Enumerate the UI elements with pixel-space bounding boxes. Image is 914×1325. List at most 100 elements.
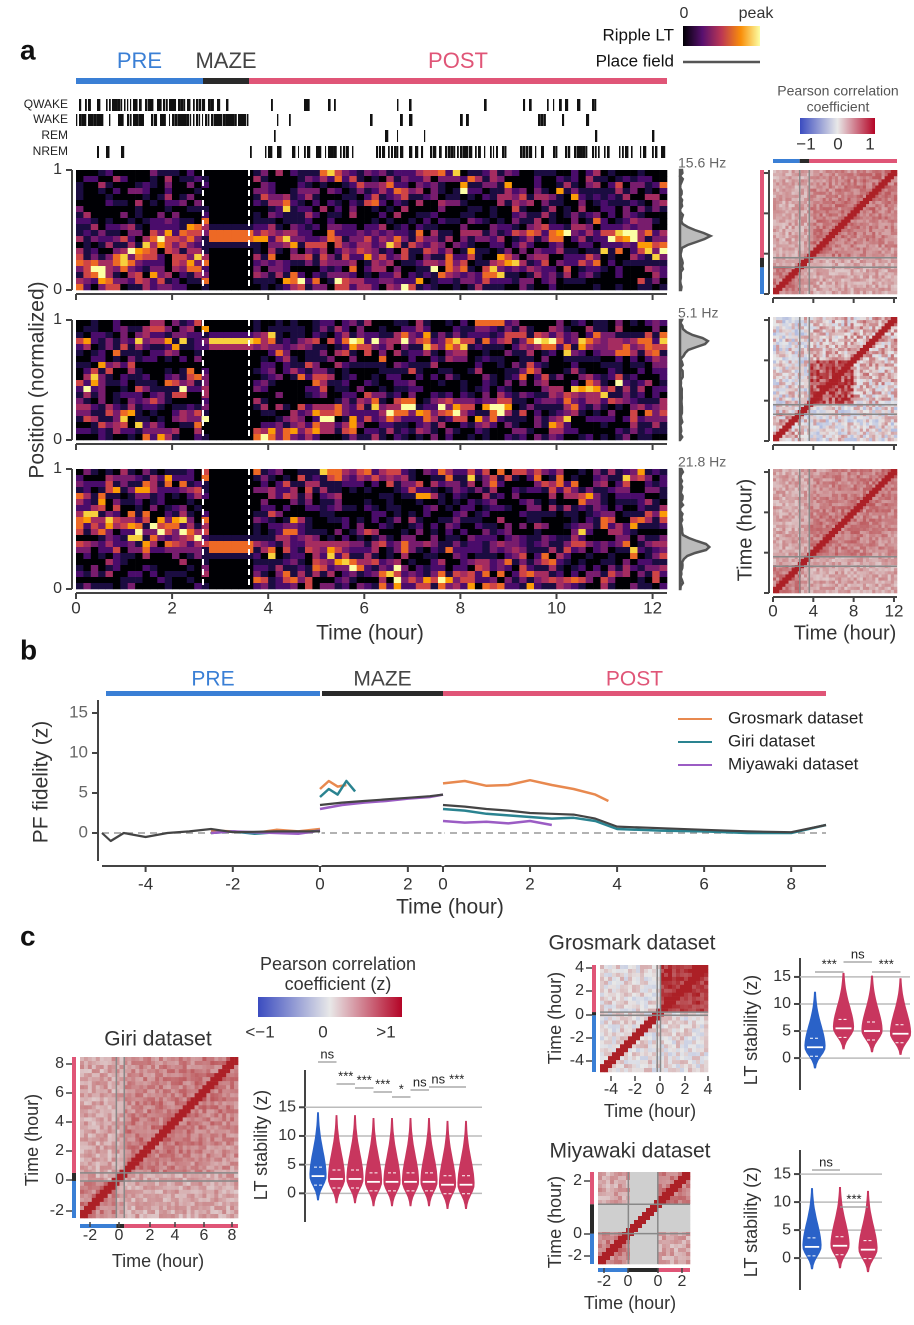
heatmap-cell bbox=[327, 535, 335, 541]
heatmap-cell bbox=[312, 212, 320, 218]
heatmap-cell bbox=[91, 368, 99, 374]
heatmap-cell bbox=[172, 529, 180, 535]
heatmap-cell bbox=[290, 481, 298, 487]
state-tick bbox=[652, 130, 654, 142]
heatmap-cell bbox=[357, 260, 365, 266]
heatmap-cell bbox=[379, 541, 387, 547]
heatmap-cell bbox=[608, 392, 616, 398]
heatmap-cell bbox=[593, 170, 601, 176]
heatmap-cell bbox=[76, 553, 84, 559]
heatmap-cell bbox=[364, 206, 372, 212]
heatmap-cell bbox=[91, 517, 99, 523]
heatmap-cell bbox=[239, 272, 247, 278]
state-tick bbox=[394, 146, 397, 158]
heatmap-cell bbox=[342, 188, 350, 194]
heatmap-cell bbox=[194, 404, 202, 410]
heatmap-cell bbox=[490, 260, 498, 266]
heatmap-cell bbox=[187, 475, 195, 481]
heatmap-cell bbox=[320, 571, 328, 577]
heatmap-cell bbox=[106, 559, 114, 565]
heatmap-cell bbox=[327, 422, 335, 428]
state-tick bbox=[343, 146, 345, 158]
state-tick bbox=[172, 99, 175, 111]
heatmap-cell bbox=[527, 236, 535, 242]
heatmap-cell bbox=[209, 571, 217, 577]
heatmap-cell bbox=[268, 410, 276, 416]
heatmap-cell bbox=[431, 338, 439, 344]
heatmap-cell bbox=[497, 362, 505, 368]
heatmap-cell bbox=[253, 529, 261, 535]
heatmap-cell bbox=[327, 541, 335, 547]
heatmap-cell bbox=[468, 535, 476, 541]
heatmap-cell bbox=[231, 434, 239, 440]
heatmap-cell bbox=[571, 212, 579, 218]
state-tick bbox=[172, 114, 175, 126]
heatmap-cell bbox=[98, 338, 106, 344]
heatmap-cell bbox=[349, 499, 357, 505]
heatmap-cell bbox=[91, 499, 99, 505]
heatmap-cell bbox=[150, 511, 158, 517]
heatmap-cell bbox=[83, 511, 91, 517]
heatmap-cell bbox=[253, 176, 261, 182]
heatmap-cell bbox=[253, 170, 261, 176]
heatmap-cell bbox=[312, 416, 320, 422]
heatmap-cell bbox=[394, 224, 402, 230]
heatmap-cell bbox=[623, 505, 631, 511]
heatmap-cell bbox=[98, 374, 106, 380]
heatmap-cell bbox=[445, 254, 453, 260]
heatmap-cell bbox=[534, 338, 542, 344]
heatmap-cell bbox=[194, 188, 202, 194]
heatmap-cell bbox=[342, 194, 350, 200]
heatmap-cell bbox=[482, 469, 490, 475]
heatmap-cell bbox=[564, 326, 572, 332]
state-tick bbox=[439, 146, 442, 158]
heatmap-cell bbox=[379, 344, 387, 350]
heatmap-cell bbox=[120, 428, 128, 434]
state-tick bbox=[268, 146, 271, 158]
heatmap-cell bbox=[106, 487, 114, 493]
heatmap-cell bbox=[505, 523, 513, 529]
heatmap-cell bbox=[91, 583, 99, 589]
state-tick bbox=[385, 130, 388, 142]
heatmap-cell bbox=[120, 236, 128, 242]
heatmap-cell bbox=[608, 386, 616, 392]
heatmap-cell bbox=[564, 517, 572, 523]
state-tick bbox=[163, 99, 165, 111]
heatmap-cell bbox=[372, 200, 380, 206]
heatmap-cell bbox=[408, 523, 416, 529]
heatmap-cell bbox=[327, 200, 335, 206]
heatmap-cell bbox=[216, 176, 224, 182]
heatmap-cell bbox=[638, 338, 646, 344]
heatmap-cell bbox=[652, 398, 660, 404]
heatmap-cell bbox=[416, 356, 424, 362]
heatmap-cell bbox=[83, 398, 91, 404]
heatmap-cell bbox=[438, 416, 446, 422]
heatmap-cell bbox=[298, 224, 306, 230]
heatmap-cell bbox=[194, 541, 202, 547]
heatmap-cell bbox=[423, 487, 431, 493]
heatmap-cell bbox=[83, 559, 91, 565]
heatmap-cell bbox=[578, 350, 586, 356]
heatmap-cell bbox=[276, 248, 284, 254]
heatmap-cell bbox=[276, 428, 284, 434]
heatmap-cell bbox=[312, 380, 320, 386]
heatmap-cell bbox=[261, 206, 269, 212]
heatmap-cell bbox=[379, 224, 387, 230]
heatmap-cell bbox=[268, 499, 276, 505]
heatmap-cell bbox=[519, 374, 527, 380]
heatmap-cell bbox=[379, 499, 387, 505]
heatmap-cell bbox=[652, 416, 660, 422]
heatmap-cell bbox=[98, 565, 106, 571]
heatmap-cell bbox=[364, 565, 372, 571]
heatmap-cell bbox=[261, 368, 269, 374]
heatmap-cell bbox=[187, 583, 195, 589]
heatmap-cell bbox=[143, 410, 151, 416]
heatmap-cell bbox=[534, 254, 542, 260]
heatmap-cell bbox=[475, 517, 483, 523]
heatmap-cell bbox=[394, 368, 402, 374]
heatmap-cell bbox=[312, 583, 320, 589]
state-tick bbox=[196, 99, 198, 111]
heatmap-cell bbox=[519, 499, 527, 505]
heatmap-cell bbox=[408, 188, 416, 194]
heatmap-cell bbox=[423, 320, 431, 326]
